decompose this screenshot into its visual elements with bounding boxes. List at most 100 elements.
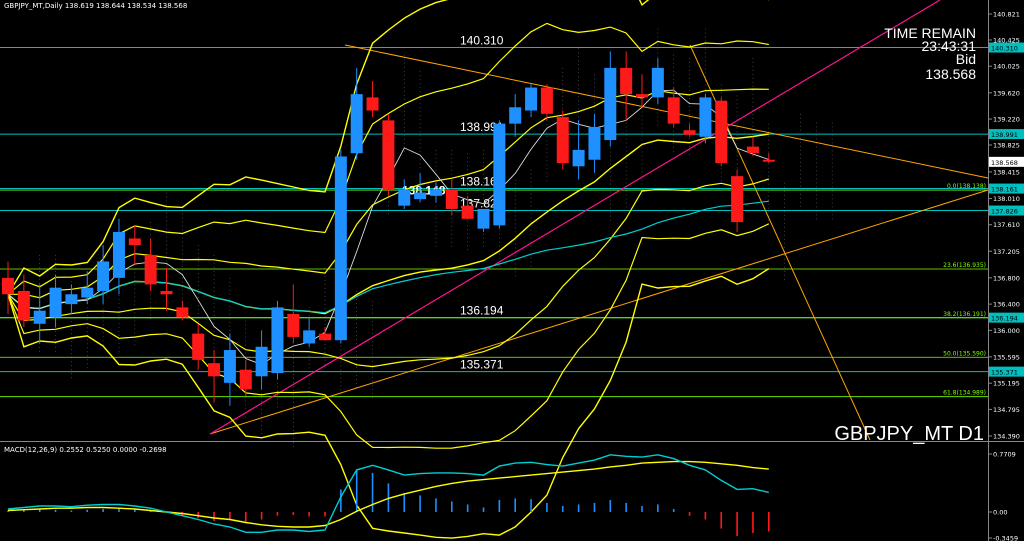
candle-body [620, 67, 633, 95]
candle-body [208, 363, 221, 377]
price-level-axis-text: 140.310 [991, 45, 1018, 53]
price-tick-label: 134.795 [993, 406, 1020, 414]
price-level-axis-text: 138.161 [991, 186, 1018, 194]
macd-signal-line [7, 460, 769, 528]
candle-body [255, 346, 268, 377]
candle-body [112, 231, 125, 278]
candle-body [746, 146, 759, 154]
candle-body [731, 176, 744, 223]
macd-line [7, 454, 769, 533]
price-tick-label: 135.595 [993, 353, 1020, 361]
fib-level-label: 61.8(134.989) [943, 390, 986, 397]
chart-header: GBPJPY_MT,Daily 138.619 138.644 138.534 … [4, 2, 187, 10]
symbol-watermark: GBPJPY_MT D1 [834, 423, 984, 445]
macd-panel [0, 443, 988, 541]
candle-body [81, 287, 94, 298]
bollinger-lower [7, 268, 770, 539]
price-level-axis-text: 138.991 [991, 131, 1018, 139]
time-remain-label: TIME REMAIN [884, 25, 976, 41]
candle-body [588, 126, 601, 160]
candle-body [2, 277, 14, 295]
price-tick-label: 135.195 [993, 380, 1020, 388]
price-level-label: 135.371 [460, 358, 504, 372]
candle-body [366, 97, 379, 111]
time-remain-value: 23:43:31 [922, 38, 977, 54]
price-tick-label: 136.000 [993, 327, 1020, 335]
candle-body [49, 287, 62, 318]
candle-body [762, 159, 775, 162]
fib-level-label: 50.0(135.590) [943, 350, 986, 357]
bid-value: 138.568 [925, 66, 976, 82]
price-level-axis-tag [989, 312, 1024, 323]
price-tick-label: 137.610 [993, 221, 1020, 229]
candles [2, 51, 775, 406]
trend-lines [209, 0, 989, 441]
candle-body [683, 130, 696, 135]
candle-body [636, 94, 648, 98]
candle-body [223, 350, 236, 383]
last-price-tag [989, 156, 1024, 167]
bollinger-lower [7, 178, 769, 368]
fibonacci-levels: 0.0(138.138) 23.6(136.935) 38.2(136.191) 50… [0, 183, 988, 398]
candle-body [667, 97, 680, 124]
candle-body [65, 294, 78, 305]
candle-body [398, 189, 411, 206]
price-tick-label: 136.400 [993, 301, 1020, 309]
candle-body [192, 333, 205, 360]
price-tick-label: 134.390 [993, 433, 1020, 441]
macd-tick-label: 0.00 [993, 508, 1007, 516]
price-tick-label: 139.620 [993, 89, 1020, 97]
price-level-axis-tag [989, 129, 1024, 140]
candle-body [303, 330, 316, 344]
price-tick-label: 140.821 [993, 11, 1020, 19]
candle-body [319, 333, 331, 341]
candle-body [33, 310, 46, 324]
price-level-axis-text: 136.194 [991, 315, 1018, 323]
candle-body [239, 369, 252, 390]
fib-level-label: 0.0(138.138) [947, 183, 986, 190]
candle-body [445, 189, 458, 209]
macd-indicator: 0.7709 0.00 -0.3459 [7, 451, 1018, 541]
candle-body [461, 205, 474, 219]
candle-body [350, 94, 363, 154]
candle-body [287, 313, 300, 337]
fib-level-label: 38.2(136.191) [943, 311, 986, 318]
candle-body [699, 97, 712, 137]
price-tick-label: 139.220 [993, 116, 1020, 124]
candle-body [160, 290, 173, 295]
candle-body [651, 67, 664, 98]
candle-body [572, 149, 585, 167]
price-level-label: 136.194 [460, 304, 504, 318]
bollinger-upper [7, 0, 769, 295]
bollinger-lower [7, 223, 770, 449]
candle-body [17, 290, 30, 321]
candle-body [176, 307, 189, 318]
price-tick-label: 138.415 [993, 168, 1020, 176]
candle-body [509, 107, 522, 124]
candle-body [429, 189, 442, 196]
candle-body [414, 192, 427, 200]
candle-body [128, 238, 141, 246]
price-axis: 140.821 140.425 140.025 139.620 139.220 138.8… [988, 11, 1024, 441]
candle-body [334, 156, 347, 341]
candle-body [477, 208, 490, 229]
last-price-text: 138.568 [991, 159, 1018, 167]
price-level-label: 138.991 [460, 120, 504, 134]
bid-label: Bid [956, 51, 976, 67]
price-tick-label: 140.425 [993, 36, 1020, 44]
price-level-axis-tag [989, 183, 1024, 194]
long-moving-average [7, 200, 769, 314]
candle-body [97, 261, 110, 291]
trend-line-up [209, 189, 989, 435]
candle-body [144, 254, 157, 285]
candle-body [604, 67, 617, 141]
candle-body [271, 307, 284, 374]
price-level-axis-text: 135.371 [991, 369, 1018, 377]
trend-line-down [344, 44, 989, 179]
price-level-axis-tag [989, 42, 1024, 53]
price-level-lines: 140.310 140.310 138.991 138.991 138.161 138.1… [0, 34, 1024, 377]
price-level-axis-tag [989, 366, 1024, 377]
macd-tick-label: 0.7709 [993, 451, 1016, 459]
price-level-label: 140.310 [460, 34, 504, 48]
